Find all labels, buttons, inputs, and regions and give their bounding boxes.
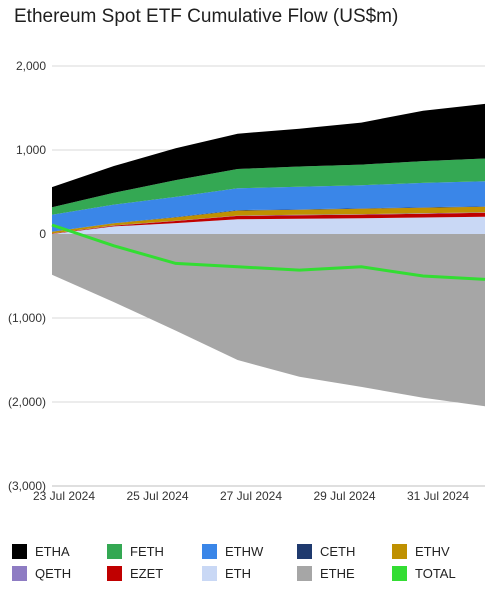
legend-item-qeth: QETH [12,565,107,581]
legend-row: ETHA FETH ETHW CETH ETHV [12,540,492,562]
area-ezet [52,212,485,234]
area-etha [52,103,485,208]
x-tick-label: 31 Jul 2024 [407,489,469,503]
area-eth [52,216,485,234]
area-feth [52,158,485,215]
legend-item-ezet: EZET [107,565,202,581]
y-tick-label: 0 [39,227,46,241]
y-tick-label: (1,000) [8,311,46,325]
legend-label: TOTAL [415,565,456,581]
legend-item-total: TOTAL [392,565,487,581]
legend-label: ETHV [415,543,450,559]
total-line-layer [51,223,486,281]
legend-swatch [12,565,27,581]
total-line [51,223,486,281]
legend-label: ETH [225,565,251,581]
legend-swatch [107,565,122,581]
legend-item-ceth: CETH [297,543,392,559]
legend-item-ethw: ETHW [202,543,297,559]
legend-swatch [107,543,122,559]
y-tick-label: (2,000) [8,395,46,409]
area-ethv [52,206,485,234]
stacked-areas [52,103,485,407]
chart-plot: 2,000 1,000 0 (1,000) (2,000) (3,000)23 Jul 2… [8,59,486,503]
legend-swatch [392,565,407,581]
area-ethe [52,234,485,407]
legend-item-ethe: ETHE [297,565,392,581]
y-tick-label: 2,000 [16,59,46,73]
legend-swatch [297,543,312,559]
legend-item-eth: ETH [202,565,297,581]
legend-label: FETH [130,543,164,559]
y-tick-label: 1,000 [16,143,46,157]
legend-label: ETHW [225,543,264,559]
legend-swatch [202,543,217,559]
x-tick-label: 23 Jul 2024 [33,489,95,503]
legend-label: QETH [35,565,72,581]
y-tick-label: (3,000) [8,479,46,493]
area-ethw [52,181,485,232]
legend-row: QETH EZET ETH ETHE TOTAL [12,562,492,584]
legend-item-feth: FETH [107,543,202,559]
legend-label: EZET [130,565,164,581]
x-tick-label: 25 Jul 2024 [126,489,188,503]
legend-label: CETH [320,543,356,559]
legend-item-ethv: ETHV [392,543,487,559]
x-tick-label: 29 Jul 2024 [313,489,375,503]
legend-item-etha: ETHA [12,543,107,559]
axis-labels: 2,000 1,000 0 (1,000) (2,000) (3,000)23 Jul 2… [8,59,469,503]
legend-swatch [12,543,27,559]
legend-swatch [202,565,217,581]
chart-legend: ETHA FETH ETHW CETH ETHV QETH EZET ETH ETHE TOTA… [12,540,492,584]
x-tick-label: 27 Jul 2024 [220,489,282,503]
chart-title: Ethereum Spot ETF Cumulative Flow (US$m) [14,6,399,27]
legend-swatch [297,565,312,581]
legend-label: ETHA [35,543,70,559]
legend-swatch [392,543,407,559]
legend-label: ETHE [320,565,355,581]
